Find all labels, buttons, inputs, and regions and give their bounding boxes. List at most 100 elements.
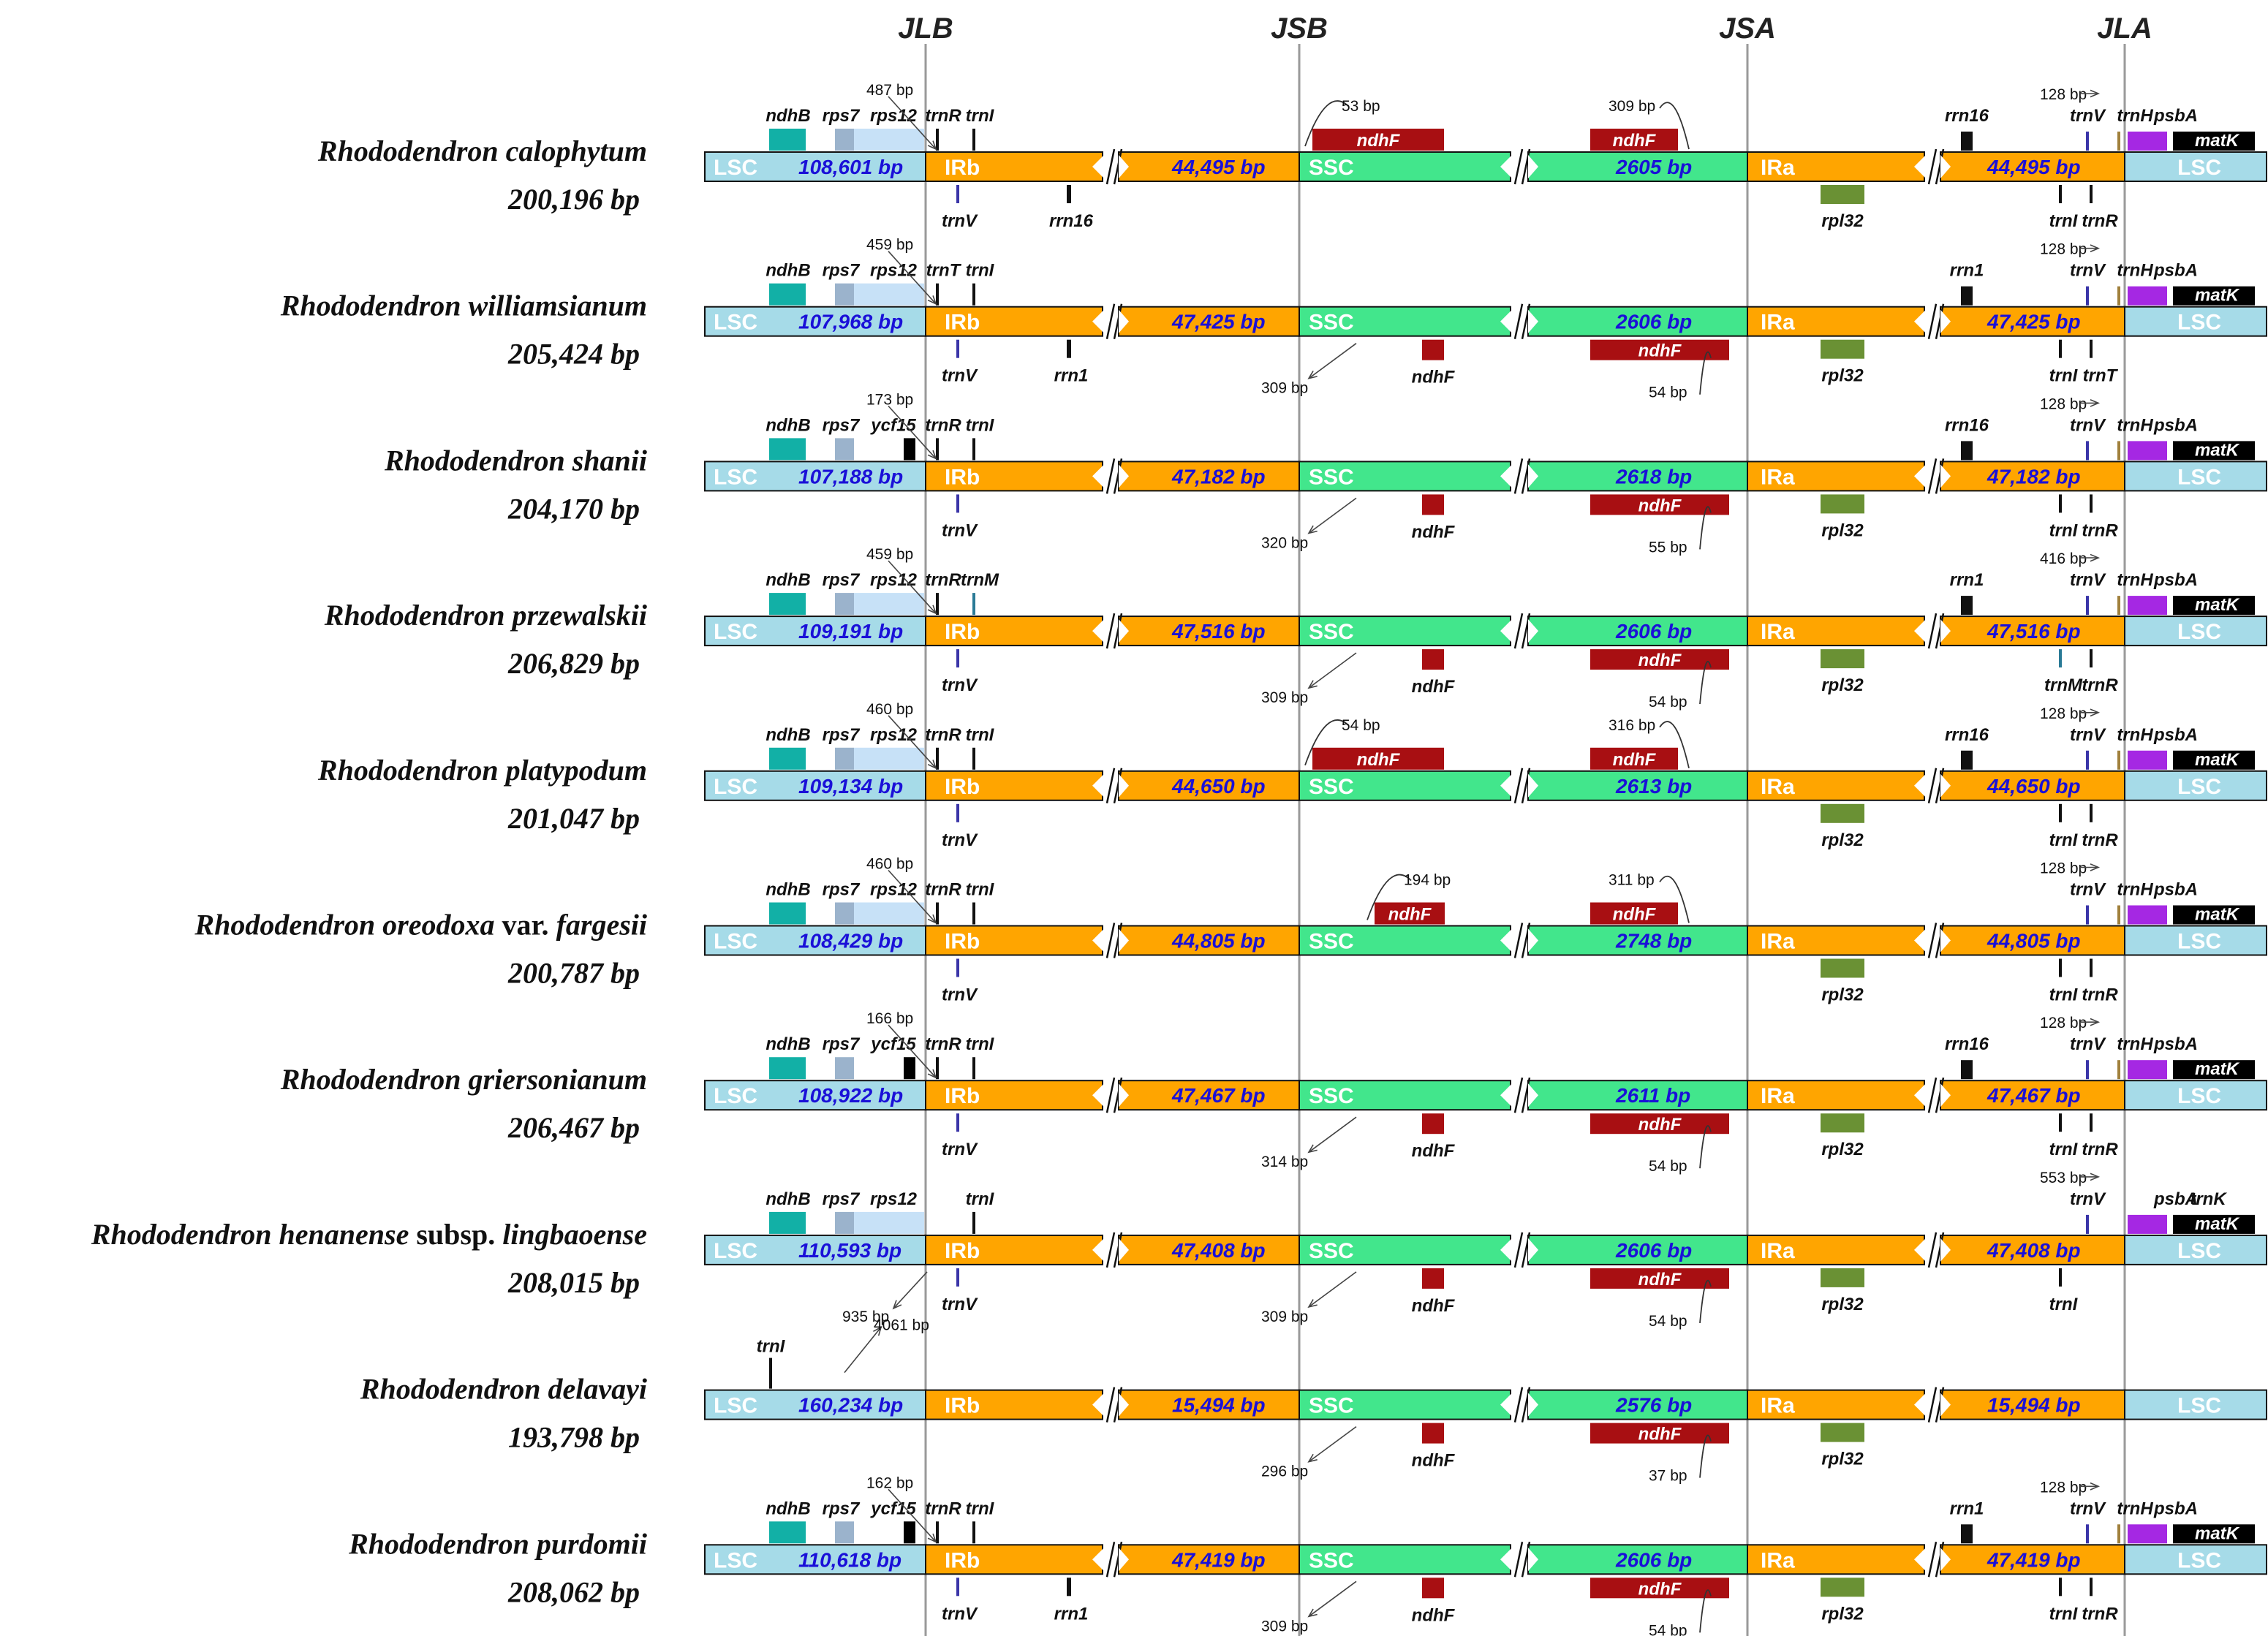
trn-tick-right — [2059, 649, 2062, 668]
matK-label: matK — [2195, 1214, 2240, 1234]
jsb-arc — [1304, 100, 1350, 147]
trnV-label-right: trnV — [2070, 1189, 2106, 1209]
ssc-length: 2605 bp — [1615, 156, 1692, 178]
trn-label: trnR — [925, 1499, 961, 1518]
gene-label: rps12 — [870, 1189, 918, 1209]
ndhF-gene-top-right — [1590, 129, 1678, 151]
jsb-bottom-arrow-head — [1307, 525, 1318, 534]
trn-tick-right — [2090, 1578, 2093, 1597]
break-mark — [1513, 1077, 1524, 1113]
arrow-tip — [1528, 309, 1538, 333]
break-mark — [1521, 1232, 1531, 1268]
arrow-tip — [1940, 464, 1951, 488]
ir-bp-arrow — [888, 869, 937, 924]
break-mark — [1113, 1387, 1123, 1423]
trn-label: trnI — [966, 106, 995, 126]
break-mark — [1521, 148, 1531, 185]
rps12-gene — [854, 593, 924, 616]
trnV-tick — [956, 1113, 959, 1132]
arrow-tip — [1914, 928, 1926, 953]
rpl32-label: rpl32 — [1821, 1295, 1864, 1314]
trnH-tick — [2117, 905, 2120, 925]
jla-bp-arrow-head — [2090, 553, 2101, 562]
irb-length: 44,495 bp — [1171, 156, 1266, 178]
ssc-bar — [1299, 616, 1511, 647]
jsa-bottom-arc — [1699, 1125, 1712, 1169]
ndhB-gene — [769, 283, 806, 306]
rpl32-gene — [1821, 803, 1864, 823]
species-name-part: Rhododendron calophytum — [317, 135, 647, 167]
region-label-lsc: LSC — [714, 775, 757, 799]
lsc-right-bar — [2124, 306, 2267, 337]
break-mark — [1513, 148, 1524, 185]
jsb-bottom-bp-label: 309 bp — [1261, 1618, 1308, 1635]
break-mark — [1927, 303, 1938, 339]
genome-row: Rhododendron henanense subsp. lingbaoens… — [91, 1170, 2267, 1330]
ndhB-gene — [769, 129, 806, 151]
trnV-tick — [956, 185, 959, 203]
trnH-label: trnH — [2117, 415, 2153, 435]
trnV-label: trnV — [942, 1140, 978, 1159]
ira-bar — [1747, 306, 1925, 337]
region-label-ssc: SSC — [1309, 1239, 1354, 1263]
trnV-label: trnV — [942, 520, 978, 540]
break-mark — [1521, 458, 1531, 494]
lsc-left-bar — [704, 1080, 926, 1111]
ndhF-gene-bottom-left — [1422, 1578, 1444, 1599]
ssc-bar — [1299, 1544, 1511, 1575]
region-label-irb: IRb — [945, 1394, 980, 1418]
rps7-label: rps7 — [823, 1034, 861, 1054]
trn-tick-right — [2090, 958, 2093, 977]
species-name-part: Rhododendron delavayi — [360, 1373, 647, 1406]
ndhF-gene-bottom-right — [1590, 1113, 1729, 1135]
psbA-gene — [2128, 905, 2167, 925]
psbA-label: psbA — [2153, 106, 2198, 126]
jsb-bottom-bp-label: 309 bp — [1261, 1309, 1308, 1325]
region-label-irb: IRb — [945, 465, 980, 489]
matK-label: matK — [2195, 595, 2240, 615]
trnV-label-right: trnV — [2070, 880, 2106, 900]
trn-tick-right — [2059, 803, 2062, 822]
ndhB-gene — [769, 438, 806, 461]
region-label-lsc: LSC — [714, 1548, 757, 1572]
jsa-bottom-bp-label: 54 bp — [1649, 1158, 1687, 1175]
jsb-bottom-bp-label: 314 bp — [1261, 1154, 1308, 1170]
arrow-tip — [1914, 464, 1926, 488]
trn-tick-right — [2059, 1268, 2062, 1287]
region-label-irb: IRb — [945, 620, 980, 644]
ndhF-label: ndhF — [1638, 496, 1682, 515]
species-name: Rhododendron henanense subsp. lingbaoens… — [91, 1218, 647, 1251]
arrow-tip — [1119, 464, 1129, 488]
trnH-tick — [2117, 441, 2120, 461]
jla-bp-label: 128 bp — [2040, 1479, 2087, 1496]
break-mark — [1927, 613, 1938, 649]
break-mark — [1105, 1232, 1116, 1268]
region-label-lsc-right: LSC — [2177, 1239, 2221, 1263]
trnV-label-right: trnV — [2070, 725, 2106, 745]
lsc-left-bar — [704, 461, 926, 492]
jsa-bottom-arc — [1699, 351, 1712, 395]
lsc-length: 108,922 bp — [798, 1084, 903, 1107]
matK-label: matK — [2195, 1059, 2240, 1079]
lsc-length: 108,429 bp — [798, 930, 903, 953]
genome-row: Rhododendron purdomii 208,062 bp LSC 110,61… — [348, 1474, 2267, 1636]
ir-bp-arrow — [888, 405, 937, 459]
region-label-lsc-right: LSC — [2177, 930, 2221, 954]
rps12-gene — [854, 902, 924, 925]
trnH-tick — [2117, 286, 2120, 306]
jsa-bp-label: 309 bp — [1609, 98, 1655, 115]
break-mark — [1521, 613, 1531, 649]
genome-row: Rhododendron williamsianum 205,424 bp LSC 1… — [280, 237, 2267, 401]
break-mark — [1105, 148, 1116, 185]
junction-label-jla: JLA — [2097, 12, 2152, 45]
rrn-label: rrn1 — [1054, 1604, 1089, 1624]
arrow-tip — [1940, 1393, 1951, 1417]
arrow-tip — [1092, 155, 1104, 178]
trn-tick-right — [2059, 1578, 2062, 1597]
rps7-label: rps7 — [823, 1499, 861, 1518]
psbA-gene — [2128, 1524, 2167, 1544]
arrow-tip — [1914, 1393, 1926, 1417]
trnV-label: trnV — [942, 675, 978, 695]
ndhF-gene-bottom-right — [1590, 1268, 1729, 1289]
